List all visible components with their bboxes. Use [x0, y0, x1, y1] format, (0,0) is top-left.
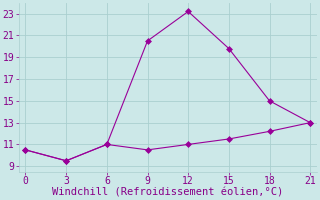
- X-axis label: Windchill (Refroidissement éolien,°C): Windchill (Refroidissement éolien,°C): [52, 187, 284, 197]
